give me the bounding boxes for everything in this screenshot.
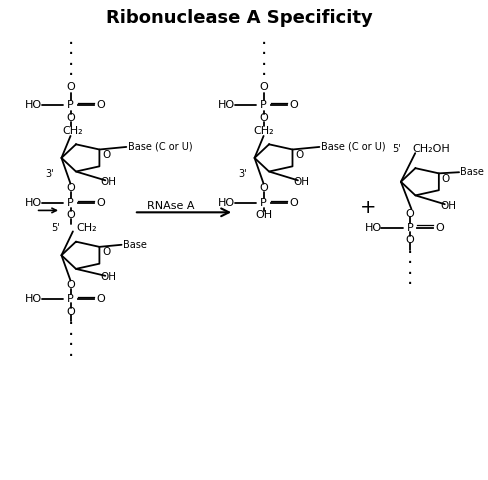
Text: O: O bbox=[66, 82, 75, 92]
Text: HO: HO bbox=[364, 223, 381, 233]
Text: O: O bbox=[102, 150, 110, 160]
Text: CH₂: CH₂ bbox=[77, 223, 97, 233]
Text: O: O bbox=[259, 113, 267, 123]
Text: CH₂OH: CH₂OH bbox=[411, 144, 449, 155]
Text: ·: · bbox=[67, 35, 74, 54]
Text: Base (C or U): Base (C or U) bbox=[127, 142, 192, 152]
Text: CH₂: CH₂ bbox=[62, 126, 83, 136]
Text: ·: · bbox=[67, 336, 74, 356]
Text: O: O bbox=[66, 307, 75, 317]
Text: O: O bbox=[96, 198, 105, 208]
Text: OH: OH bbox=[440, 201, 456, 211]
Text: O: O bbox=[96, 100, 105, 110]
Text: HO: HO bbox=[218, 100, 235, 110]
Text: Base (C or U): Base (C or U) bbox=[320, 142, 385, 152]
Text: O: O bbox=[66, 210, 75, 220]
Text: ·: · bbox=[260, 56, 266, 75]
Text: Base: Base bbox=[122, 240, 146, 250]
Text: O: O bbox=[259, 82, 267, 92]
Text: OH: OH bbox=[101, 272, 117, 282]
Text: O: O bbox=[441, 174, 449, 184]
Text: ·: · bbox=[67, 56, 74, 75]
Text: HO: HO bbox=[218, 198, 235, 208]
Text: ·: · bbox=[406, 244, 412, 263]
Text: O: O bbox=[435, 223, 444, 233]
Text: 5': 5' bbox=[51, 223, 60, 233]
Text: O: O bbox=[66, 113, 75, 123]
Text: P: P bbox=[260, 198, 266, 208]
Text: P: P bbox=[67, 294, 74, 304]
Text: 3': 3' bbox=[45, 169, 54, 179]
Text: ·: · bbox=[67, 45, 74, 64]
Text: ·: · bbox=[260, 66, 266, 85]
Text: ·: · bbox=[67, 326, 74, 345]
Text: OH: OH bbox=[293, 177, 309, 187]
Text: HO: HO bbox=[25, 198, 42, 208]
Text: ·: · bbox=[67, 66, 74, 85]
Text: ·: · bbox=[406, 254, 412, 274]
Text: Base: Base bbox=[459, 167, 483, 177]
Text: +: + bbox=[360, 198, 376, 217]
Text: OH: OH bbox=[101, 177, 117, 187]
Text: ·: · bbox=[260, 45, 266, 64]
Text: 3': 3' bbox=[237, 169, 246, 179]
Text: O: O bbox=[66, 280, 75, 290]
Text: O: O bbox=[295, 150, 303, 160]
Text: 5': 5' bbox=[391, 144, 400, 155]
Text: O: O bbox=[96, 294, 105, 304]
Text: O: O bbox=[66, 183, 75, 193]
Text: HO: HO bbox=[25, 294, 42, 304]
Text: O: O bbox=[289, 198, 297, 208]
Text: O: O bbox=[259, 183, 267, 193]
Text: P: P bbox=[67, 198, 74, 208]
Text: O: O bbox=[289, 100, 297, 110]
Text: ·: · bbox=[67, 347, 74, 366]
Text: ·: · bbox=[260, 35, 266, 54]
Text: HO: HO bbox=[25, 100, 42, 110]
Text: P: P bbox=[67, 100, 74, 110]
Text: ·: · bbox=[406, 276, 412, 294]
Text: RNAse A: RNAse A bbox=[146, 201, 194, 211]
Text: O: O bbox=[405, 209, 413, 219]
Text: O: O bbox=[102, 247, 110, 257]
Text: P: P bbox=[260, 100, 266, 110]
Text: P: P bbox=[406, 223, 412, 233]
Text: OH: OH bbox=[255, 210, 272, 220]
Text: ·: · bbox=[67, 315, 74, 335]
Text: Ribonuclease A Specificity: Ribonuclease A Specificity bbox=[106, 9, 372, 27]
Text: CH₂: CH₂ bbox=[253, 126, 273, 136]
Text: O: O bbox=[405, 235, 413, 245]
Text: ·: · bbox=[406, 265, 412, 284]
